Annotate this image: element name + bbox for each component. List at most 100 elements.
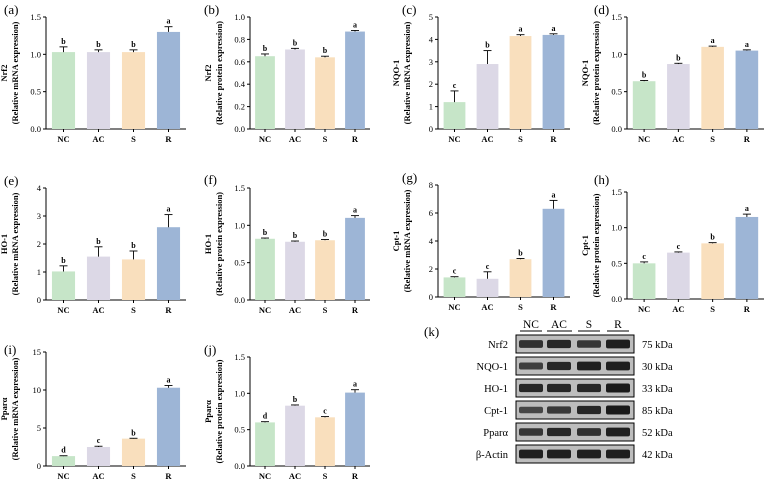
bar-h-r [735,216,759,299]
bar-b-s [315,57,335,129]
bar-c-r [542,34,565,129]
x-tick-label-j: R [352,471,359,480]
x-tick-label-b: NC [259,134,271,144]
y-tick-label-h: 1.0 [611,223,622,233]
blot-band-s [577,405,601,415]
bar-c-ac [476,64,499,129]
y-axis-label-g: Cpt-1(Relative mRNA expression) [391,189,412,292]
significance-label-j: b [293,395,298,404]
panel-letter-h: (h) [594,172,609,187]
blot-band-nc [519,383,543,393]
bar-i-r [156,387,181,466]
y-tick-label-g: 4 [429,236,434,246]
bar-b-r [345,31,365,130]
y-tick-label-a: 0.5 [30,87,41,97]
y-axis-label-title-g: Cpt-1 [391,231,401,252]
blot-band-s [577,361,601,371]
significance-label-f: a [353,206,357,215]
bar-d-s [701,46,724,129]
x-tick-label-i: R [165,471,172,480]
y-tick-label-f: 1.5 [234,183,245,193]
bar-g-ac [476,278,499,297]
blot-band-r [606,449,630,459]
significance-label-g: c [453,267,457,276]
blot-kda-label: 85 kDa [642,406,673,417]
bar-a-s [121,52,146,129]
significance-label-j: c [323,407,327,416]
western-blot-panel: (k) NC AC S R Nrf2 75 kDa NQO-1 30 kDa HO-1 3… [424,319,673,464]
x-tick-label-c: AC [481,134,493,144]
x-tick-label-g: NC [448,302,460,312]
significance-label-d: a [745,40,749,49]
y-tick-label-a: 1.5 [30,12,41,22]
y-tick-label-f: 0.5 [234,258,245,268]
panel-letter-a: (a) [4,2,18,17]
y-axis-label-title-i: Pparα [0,397,9,420]
chart-panel-h: (h) Cpt-1(Relative protein expression) 0.0… [580,172,764,314]
y-tick-label-a: 0.0 [30,124,41,134]
panel-letter-c: (c) [402,2,416,17]
panel-letter-d: (d) [594,2,609,17]
western-blot-rows: Nrf2 75 kDa NQO-1 30 kDa HO-1 33 kDa Cpt-1 85 k… [476,334,673,464]
significance-label-e: b [96,237,101,246]
x-tick-label-j: NC [259,471,271,480]
significance-label-j: d [263,412,268,421]
y-tick-label-g: 8 [429,180,433,190]
bar-i-nc [51,456,76,466]
blot-protein-label: HO-1 [484,384,508,395]
significance-label-e: a [167,205,171,214]
chart-panel-a: (a) Nrf2(Relative mRNA expression) 0.0 0.5 1… [0,2,186,144]
x-tick-label-d: AC [672,134,684,144]
y-tick-label-j: 0.5 [234,425,245,435]
y-tick-label-d: 1.5 [611,12,622,22]
x-tick-label-e: NC [57,305,69,315]
x-tick-label-b: S [323,134,328,144]
blot-strip [515,444,635,464]
blot-row-5: Pparα 52 kDa [483,422,673,442]
bar-j-ac [285,405,305,466]
significance-label-c: a [552,24,556,33]
bar-e-ac [86,256,111,300]
bar-h-s [701,243,724,299]
y-tick-label-c: 0 [429,124,433,134]
significance-label-i: d [61,446,66,455]
blot-strip [515,400,635,420]
y-tick-label-c: 3 [429,57,433,67]
significance-label-c: b [485,41,490,50]
bar-f-s [315,240,335,300]
x-tick-label-g: R [550,302,557,312]
x-tick-label-f: R [352,305,359,315]
y-axis-label-title-d: NQO-1 [580,60,590,86]
significance-label-g: a [552,190,556,199]
bar-h-ac [667,252,690,299]
y-tick-label-e: 0 [37,295,41,305]
y-axis-label-title-h: Cpt-1 [580,235,590,256]
blot-band-s [577,383,601,393]
y-axis-label-d: NQO-1(Relative protein expression) [580,21,601,125]
significance-label-e: b [61,256,66,265]
panel-letter-e: (e) [4,173,18,188]
chart-panel-f: (f) HO-1(Relative protein expression) 0.0 0… [203,172,370,315]
western-blot-lane-header: NC AC S R [520,319,629,332]
x-tick-label-g: AC [481,302,493,312]
y-tick-label-b: 0.2 [234,102,245,112]
y-axis-label-unit-j: (Relative protein expression) [214,359,224,463]
x-tick-label-h: R [744,304,751,314]
significance-label-c: a [519,25,523,34]
x-tick-label-d: S [710,134,715,144]
y-axis-label-unit-g: (Relative mRNA expression) [402,189,412,292]
y-tick-label-j: 1.5 [234,352,245,362]
bar-e-nc [51,271,76,300]
y-axis-label-title-e: HO-1 [0,234,9,254]
y-tick-label-i: 10 [33,385,42,395]
x-tick-label-d: R [744,134,751,144]
significance-label-b: a [353,20,357,29]
significance-label-d: a [711,36,715,45]
x-tick-label-d: NC [638,134,650,144]
y-tick-label-b: 0.4 [234,79,245,89]
blot-row-1: Nrf2 75 kDa [488,334,673,354]
y-tick-label-h: 0.5 [611,258,622,268]
x-tick-label-a: S [131,134,136,144]
y-tick-label-i: 5 [37,423,41,433]
x-tick-label-h: NC [638,304,650,314]
